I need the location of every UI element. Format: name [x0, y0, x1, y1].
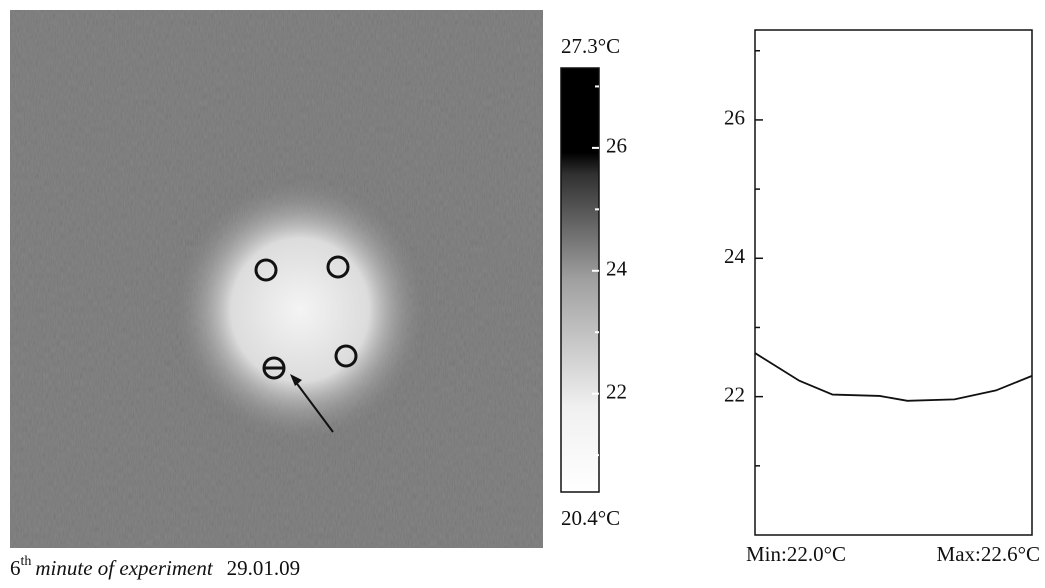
colorbar-box [560, 67, 600, 493]
markers [254, 255, 358, 380]
y-tick-label: 22 [724, 382, 745, 406]
marker [334, 344, 358, 368]
colorbar-min-label: 20.4°C [561, 506, 620, 530]
caption: 6th minute of experiment 29.01.09 [10, 554, 300, 580]
arrow-head [290, 374, 302, 386]
data-line [754, 352, 1033, 402]
colorbar-tick-label: 26 [606, 134, 627, 158]
caption-date: 29.01.09 [227, 556, 301, 580]
y-tick-label: 26 [724, 106, 745, 130]
arrow [294, 380, 334, 433]
y-tick-label: 24 [724, 244, 746, 268]
caption-number: 6 [10, 556, 21, 580]
thermal-image [10, 10, 543, 548]
min-label: Min:22.0°C [746, 542, 846, 566]
colorbar-tick-label: 24 [606, 257, 628, 281]
colorbar-tick-label: 22 [606, 379, 627, 403]
marker [254, 258, 278, 282]
plot-frame [754, 29, 1033, 536]
colorbar-max-label: 27.3°C [561, 34, 620, 58]
caption-suffix: th [21, 554, 32, 569]
line-chart [754, 29, 1033, 536]
warm-region [175, 180, 425, 440]
marker [326, 255, 350, 279]
caption-text: minute of experiment [35, 556, 213, 580]
max-label: Max:22.6°C [937, 542, 1040, 566]
colorbar [560, 67, 600, 493]
